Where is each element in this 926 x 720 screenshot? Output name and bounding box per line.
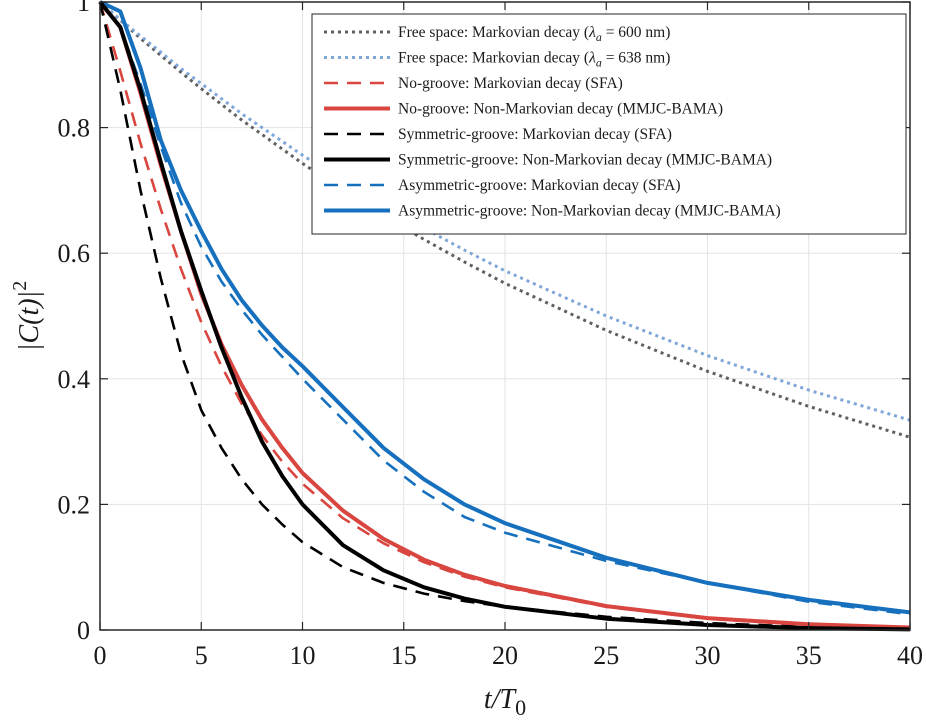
legend-label-text: Free space: Markovian decay ( [398,50,589,67]
series-layer [98,0,911,632]
legend-label: Symmetric-groove: Non-Markovian decay (M… [398,152,772,169]
legend-label: Free space: Markovian decay (λa = 600 nm… [398,24,670,44]
legend-label: No-groove: Non-Markovian decay (MMJC-BAM… [398,101,723,118]
legend-label-symbol: λ [588,24,596,41]
y-tick-label: 0 [77,616,90,645]
legend-box [311,13,907,235]
legend-label: Asymmetric-groove: Non-Markovian decay (… [398,203,781,220]
y-axis-title: |C(t)|2 [9,281,45,352]
legend-label-text: Asymmetric-groove: Markovian decay (SFA) [398,177,681,194]
series-line [98,1,911,616]
legend-label-text: No-groove: Non-Markovian decay (MMJC-BAM… [398,101,723,118]
legend-label-subscript: a [596,30,602,44]
legend-label-subscript: a [596,56,602,70]
y-tick-label: 1 [77,0,90,17]
legend-label-text: Asymmetric-groove: Non-Markovian decay (… [398,203,781,220]
x-tick-label: 30 [695,641,721,670]
y-tick-label: 0.4 [58,365,91,394]
x-tick-label: 0 [94,641,107,670]
legend: Free space: Markovian decay (λa = 600 nm… [311,13,907,235]
legend-label-symbol: λ [588,50,596,67]
x-tick-label: 15 [391,641,417,670]
series-line [98,0,911,632]
x-tick-label: 35 [796,641,822,670]
y-tick-label: 0.2 [58,490,91,519]
x-axis-label-main: t/T [484,684,518,715]
series-line [99,0,911,615]
y-tick-label: 0.8 [58,114,91,143]
legend-label: No-groove: Markovian decay (SFA) [398,75,623,92]
x-axis-label-subscript: 0 [515,695,526,720]
axis-ticks: 0 5 10 15 20 25 30 35 40 0 0.2 0.4 0.6 0.8 1 [58,0,924,670]
x-tick-label: 40 [897,641,923,670]
series-line [98,1,911,630]
y-axis-label-superscript: 2 [9,281,31,291]
legend-label-text-end: = 600 nm) [602,24,671,41]
legend-label-text: Free space: Markovian decay ( [398,24,589,41]
legend-label: Symmetric-groove: Markovian decay (SFA) [398,126,672,143]
legend-label-text: Symmetric-groove: Non-Markovian decay (M… [398,152,772,169]
legend-label-text: No-groove: Markovian decay (SFA) [398,75,623,92]
y-axis-label: |C(t)|2 [9,281,45,352]
legend-label: Asymmetric-groove: Markovian decay (SFA) [398,177,681,194]
x-tick-label: 25 [593,641,619,670]
x-tick-label: 20 [492,641,518,670]
series-line [98,1,911,630]
y-tick-label: 0.6 [58,239,91,268]
legend-label-text: Symmetric-groove: Markovian decay (SFA) [398,126,672,143]
series-line [98,0,911,439]
x-tick-label: 5 [195,641,208,670]
x-axis-label: t/T0 [484,684,526,720]
x-axis-title: t/T0 [484,684,526,720]
y-axis-label-main: |C(t)| [14,291,45,352]
legend-label: Free space: Markovian decay (λa = 638 nm… [398,50,670,70]
x-tick-label: 10 [290,641,316,670]
legend-label-text-end: = 638 nm) [602,50,671,67]
